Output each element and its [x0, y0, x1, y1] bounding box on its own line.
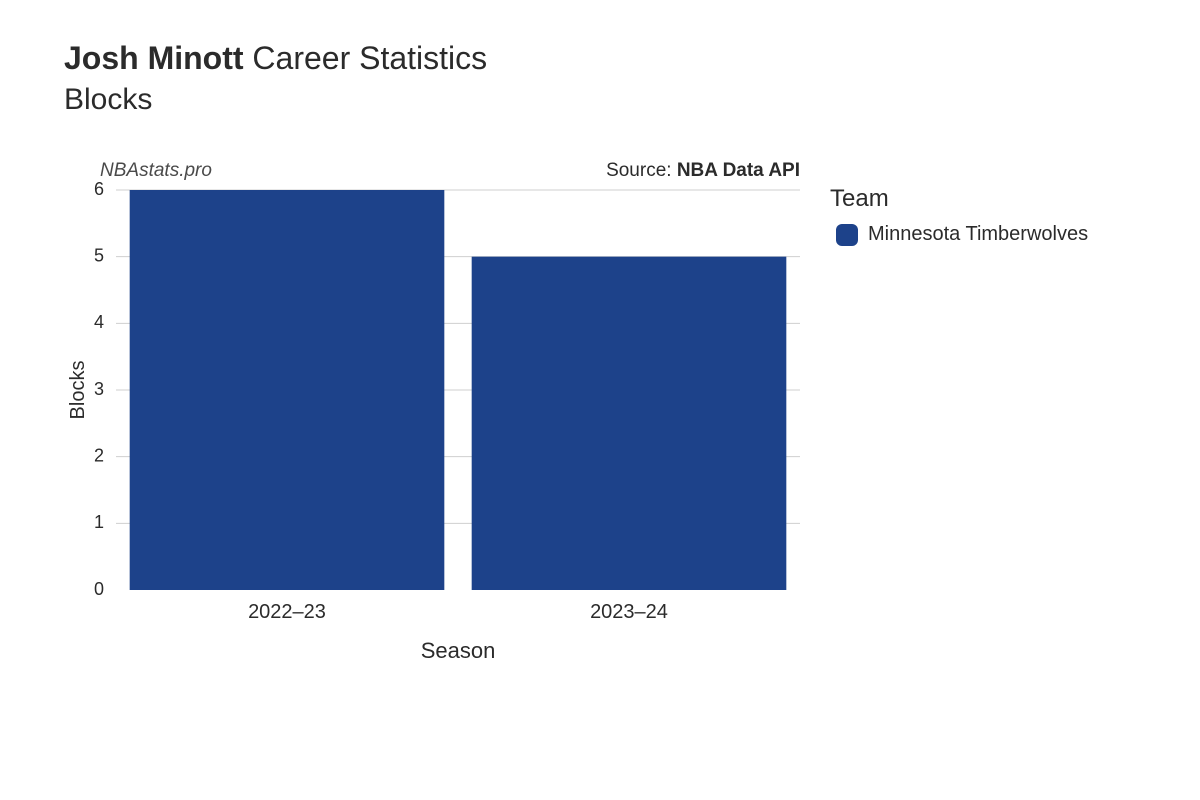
title-block: Josh Minott Career Statistics Blocks: [64, 40, 487, 117]
legend-label: Minnesota Timberwolves: [868, 223, 1088, 246]
y-tick-label: 0: [94, 579, 104, 599]
legend: Team Minnesota Timberwolves: [830, 185, 1088, 246]
legend-item: Minnesota Timberwolves: [836, 223, 1088, 246]
y-tick-label: 6: [94, 179, 104, 199]
source-text: Source: NBA Data API: [606, 160, 800, 182]
x-axis-label: Season: [421, 638, 496, 663]
title-rest: Career Statistics: [252, 40, 487, 76]
y-tick-label: 2: [94, 445, 104, 465]
y-tick-label: 4: [94, 312, 104, 332]
x-tick-label: 2023–24: [590, 601, 668, 623]
bar-chart: 01234562022–232023–24BlocksSeason: [80, 190, 800, 660]
legend-swatch: [836, 224, 858, 246]
y-tick-label: 1: [94, 512, 104, 532]
chart-subtitle: Blocks: [64, 83, 487, 117]
title-bold: Josh Minott: [64, 40, 244, 76]
meta-row: NBAstats.pro Source: NBA Data API: [100, 160, 800, 182]
source-name: NBA Data API: [677, 160, 800, 181]
legend-title: Team: [830, 185, 1088, 213]
bar: [130, 190, 445, 590]
x-tick-label: 2022–23: [248, 601, 326, 623]
bar: [472, 257, 787, 590]
y-tick-label: 3: [94, 379, 104, 399]
y-axis-label: Blocks: [67, 361, 89, 420]
watermark-text: NBAstats.pro: [100, 160, 212, 182]
chart-title: Josh Minott Career Statistics: [64, 40, 487, 77]
chart-svg: 01234562022–232023–24BlocksSeason: [80, 190, 800, 660]
y-tick-label: 5: [94, 245, 104, 265]
page-root: Josh Minott Career Statistics Blocks NBA…: [0, 0, 1200, 800]
source-prefix: Source:: [606, 160, 677, 181]
